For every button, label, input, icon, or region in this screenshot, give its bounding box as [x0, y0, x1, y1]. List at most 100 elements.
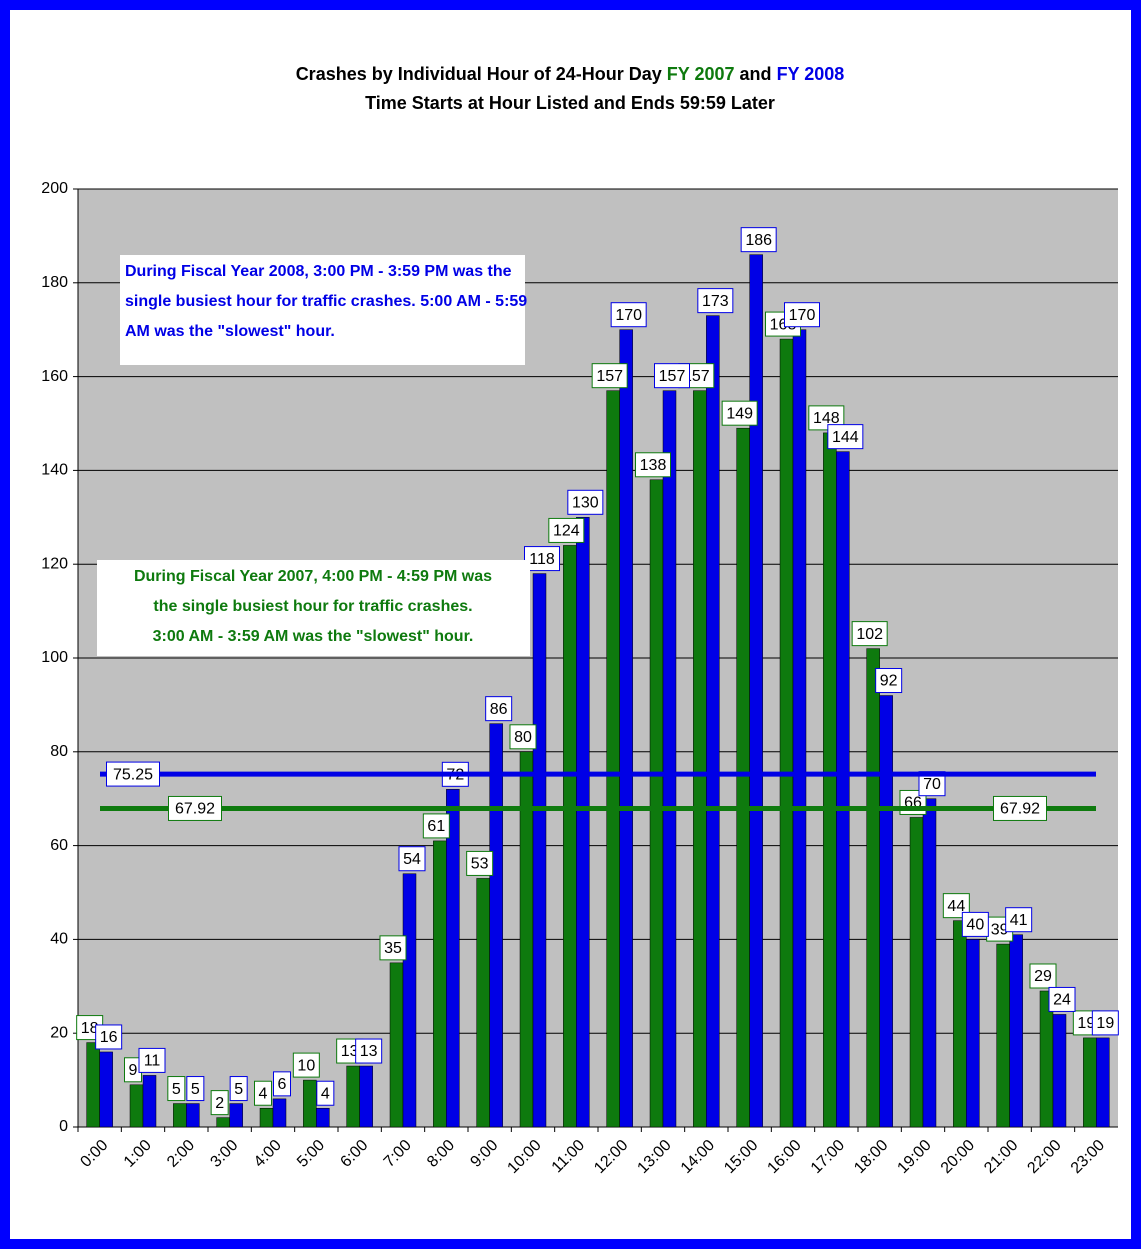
- annotation-text: AM was the "slowest" hour.: [125, 323, 335, 340]
- value-label: 19: [1077, 1015, 1095, 1032]
- value-label: 118: [529, 551, 555, 568]
- value-label-box: [851, 621, 888, 647]
- value-label-box: [875, 668, 903, 694]
- value-label: 13: [341, 1043, 359, 1060]
- value-label-box: [1048, 986, 1076, 1012]
- value-label: 53: [471, 856, 489, 873]
- bar: [649, 479, 664, 1128]
- bar: [229, 1103, 243, 1128]
- value-label-box: [355, 1038, 383, 1064]
- bar: [216, 1117, 230, 1128]
- bar: [316, 1107, 330, 1128]
- bar: [99, 1051, 113, 1128]
- bar: [359, 1065, 373, 1128]
- bar: [446, 789, 460, 1128]
- average-label: 67.92: [1000, 801, 1040, 818]
- y-tick-label: 60: [50, 837, 68, 854]
- value-label-box: [654, 363, 690, 389]
- annotation-box: [120, 255, 525, 365]
- y-tick-label: 80: [50, 743, 68, 760]
- value-label-box: [1029, 963, 1057, 989]
- value-label: 157: [596, 368, 623, 385]
- bar: [1052, 1014, 1067, 1128]
- value-label-box: [548, 517, 585, 543]
- bar: [433, 840, 447, 1128]
- bar: [953, 920, 967, 1128]
- value-label: 124: [553, 523, 580, 540]
- annotation-text: the single busiest hour for traffic cras…: [153, 598, 472, 615]
- value-label: 9: [129, 1062, 138, 1079]
- y-tick-label: 0: [59, 1118, 68, 1135]
- value-label: 18: [81, 1020, 99, 1037]
- chart-subtitle: Time Starts at Hour Listed and Ends 59:5…: [365, 93, 775, 113]
- value-label: 149: [726, 405, 753, 422]
- value-label: 13: [360, 1043, 378, 1060]
- title-series: FY 2008: [777, 64, 845, 84]
- bar: [402, 873, 417, 1128]
- value-label: 19: [1096, 1015, 1114, 1032]
- bar: [489, 723, 503, 1128]
- value-label-box: [524, 546, 560, 572]
- value-label-box: [466, 850, 494, 876]
- value-label-box: [398, 846, 426, 872]
- bar: [86, 1042, 100, 1128]
- bar: [909, 817, 924, 1128]
- value-label: 148: [813, 410, 840, 427]
- annotation-box: [97, 560, 530, 656]
- value-label: 5: [191, 1081, 200, 1098]
- value-label-box: [273, 1071, 291, 1097]
- value-label-box: [210, 1090, 229, 1116]
- bar: [619, 329, 633, 1128]
- value-label: 4: [259, 1085, 268, 1102]
- y-tick-label: 160: [41, 368, 68, 385]
- bar: [186, 1103, 200, 1128]
- bar: [966, 939, 980, 1128]
- bar: [173, 1103, 187, 1128]
- bar: [736, 427, 750, 1128]
- value-label: 144: [832, 429, 859, 446]
- value-label: 102: [856, 626, 883, 643]
- bar: [606, 390, 620, 1128]
- average-label: 75.25: [113, 766, 153, 783]
- bar: [346, 1065, 360, 1128]
- title-series: FY 2007: [667, 64, 735, 84]
- annotation-text: single busiest hour for traffic crashes.…: [125, 293, 527, 310]
- value-label-box: [740, 227, 777, 253]
- bar: [779, 338, 794, 1128]
- value-label: 186: [745, 232, 772, 249]
- value-label: 39: [991, 921, 1009, 938]
- average-label-box: [168, 795, 222, 821]
- y-tick-label: 180: [41, 274, 68, 291]
- value-label: 41: [1010, 912, 1028, 929]
- bar: [129, 1084, 144, 1128]
- value-label-box: [784, 302, 820, 328]
- value-label-box: [827, 424, 864, 450]
- bar: [749, 254, 763, 1128]
- value-label: 29: [1034, 968, 1052, 985]
- bar: [836, 451, 850, 1128]
- value-label-box: [567, 489, 604, 515]
- value-label-box: [509, 724, 537, 750]
- value-label: 61: [427, 818, 445, 835]
- chart-title: Crashes by Individual Hour of 24-Hour Da…: [296, 64, 845, 84]
- bar: [1009, 934, 1023, 1128]
- bar: [866, 648, 880, 1128]
- value-label-box: [186, 1076, 205, 1102]
- value-label-box: [610, 302, 647, 328]
- value-label-box: [167, 1076, 186, 1102]
- value-label: 157: [659, 368, 686, 385]
- value-label: 6: [278, 1076, 287, 1093]
- bar: [1083, 1037, 1097, 1128]
- value-label: 170: [615, 307, 642, 324]
- bar: [1096, 1037, 1110, 1128]
- value-label-box: [379, 935, 407, 961]
- value-label: 16: [100, 1029, 118, 1046]
- value-label: 35: [384, 940, 402, 957]
- bar: [142, 1075, 157, 1128]
- value-label: 2: [215, 1095, 224, 1112]
- value-label-box: [591, 363, 628, 389]
- bar: [662, 390, 677, 1128]
- average-label-box: [993, 795, 1047, 821]
- y-tick-label: 120: [41, 555, 68, 572]
